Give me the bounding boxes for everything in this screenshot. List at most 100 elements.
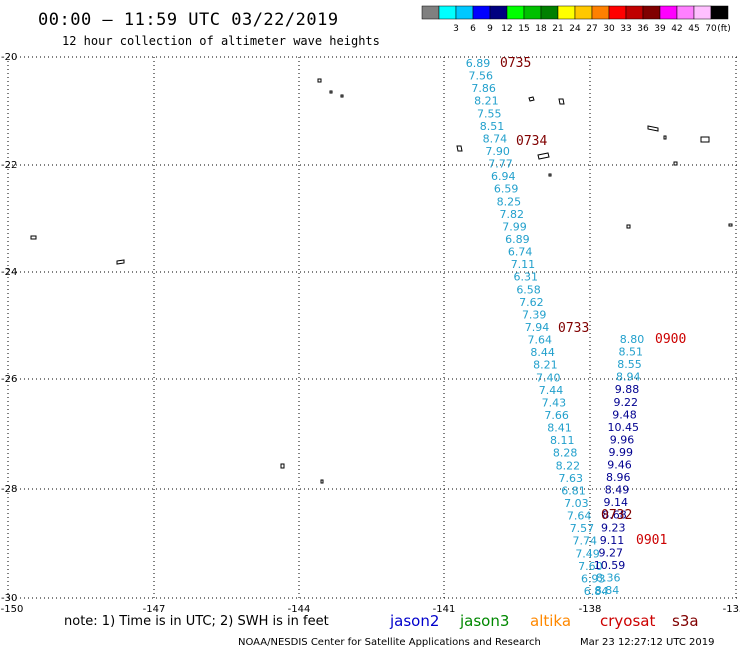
satellite-jason3: jason3 [459, 612, 509, 630]
latitude-label: -26 [1, 374, 17, 385]
map-title: 00:00 – 11:59 UTC 03/22/2019 [38, 10, 339, 30]
wave-height-value: 10.45 [608, 421, 640, 434]
legend-swatch [506, 5, 525, 20]
island [673, 161, 678, 166]
island [340, 94, 344, 98]
island [280, 463, 285, 469]
legend-swatch [472, 5, 491, 20]
wave-height-value: 6.59 [494, 183, 519, 196]
longitude-label: -144 [288, 604, 311, 615]
latitude-labels: -20 -22 -24 -26 -28 -30 [1, 52, 17, 604]
wave-height-value: 7.43 [542, 396, 567, 409]
wave-height-value: 7.39 [522, 308, 547, 321]
wave-height-value: 7.99 [502, 220, 527, 233]
latitude-label: -30 [1, 593, 17, 604]
wave-height-value: 6.89 [505, 233, 530, 246]
pass-time-0735: 0735 [500, 56, 531, 71]
wave-height-value: 9.23 [601, 521, 626, 534]
altimeter-track-west: 6.897.567.868.217.558.518.747.907.776.94… [466, 57, 609, 598]
legend-swatch [710, 5, 729, 20]
pass-time-0900: 0900 [655, 332, 686, 347]
latitude-label: -20 [1, 52, 17, 63]
wave-height-value: 6.93 [581, 572, 606, 585]
legend-value: 18 [535, 24, 547, 34]
wave-height-value: 8.51 [619, 346, 644, 359]
wave-height-value: 7.66 [544, 409, 569, 422]
island [558, 98, 565, 105]
legend-swatch [642, 5, 661, 20]
longitude-label: -150 [1, 604, 24, 615]
wave-height-value: 8.21 [533, 359, 558, 372]
island [30, 235, 37, 240]
island [317, 78, 322, 83]
wave-height-value: 6.89 [466, 57, 491, 70]
legend-value: 30 [603, 24, 615, 34]
wave-height-value: 9.99 [609, 446, 634, 459]
map-subtitle: 12 hour collection of altimeter wave hei… [62, 34, 380, 48]
wave-height-value: 7.82 [499, 208, 524, 221]
pass-time-0733: 0733 [558, 321, 589, 336]
lat-lon-grid [7, 56, 740, 600]
legend-swatch [523, 5, 542, 20]
wave-height-value: 9.14 [604, 496, 629, 509]
satellite-jason2: jason2 [389, 612, 439, 630]
island [456, 145, 463, 152]
satellite-legend: jason2 jason3 altika cryosat s3a [389, 612, 699, 630]
wave-height-value: 6.94 [491, 170, 516, 183]
latitude-label: -22 [1, 160, 17, 171]
wave-height-value: 8.74 [483, 132, 508, 145]
wave-height-value: 7.64 [528, 334, 553, 347]
legend-value: 9 [487, 24, 493, 34]
wave-height-value: 9.11 [600, 534, 625, 547]
legend-swatch [693, 5, 712, 20]
legend-value: 12 [501, 24, 512, 34]
wave-height-value: 8.36 [596, 571, 621, 584]
wave-height-value: 7.63 [558, 472, 583, 485]
wave-height-value: 8.49 [605, 484, 630, 497]
legend-swatch [574, 5, 593, 20]
wave-height-value: 7.60 [578, 560, 603, 573]
satellite-s3a: s3a [672, 612, 699, 630]
wave-height-value: 6.74 [508, 246, 533, 259]
island [537, 152, 550, 160]
wave-height-value: 8.51 [480, 120, 505, 133]
wave-height-value: 7.57 [570, 522, 595, 535]
wave-height-value: 8.80 [620, 333, 645, 346]
wave-height-value: 7.55 [477, 107, 502, 120]
legend-value: 39 [654, 24, 666, 34]
generation-timestamp: Mar 23 12:27:12 UTC 2019 [580, 637, 715, 648]
satellite-cryosat: cryosat [600, 612, 655, 630]
legend-value: 42 [671, 24, 682, 34]
legend-swatch [489, 5, 508, 20]
wave-height-value: 9.27 [599, 546, 624, 559]
wave-height-value: 8.84 [595, 584, 620, 597]
wave-height-value: 8.22 [556, 459, 581, 472]
wave-height-value: 7.94 [525, 321, 550, 334]
wave-height-value: 8.68 [602, 509, 627, 522]
wave-height-value: 8.44 [530, 346, 555, 359]
legend-swatch [608, 5, 627, 20]
legend-value: 24 [569, 24, 581, 34]
longitude-label: -141 [433, 604, 456, 615]
longitude-labels: -150 -147 -144 -141 -138 -135 [1, 604, 740, 615]
wave-height-value: 8.11 [550, 434, 575, 447]
island [647, 125, 659, 132]
legend-swatch [455, 5, 474, 20]
legend-swatch [659, 5, 678, 20]
wave-height-value: 7.40 [536, 371, 561, 384]
wave-height-value: 10.59 [594, 559, 626, 572]
island [320, 479, 324, 484]
island [626, 224, 631, 229]
island [548, 173, 552, 177]
legend-value: 6 [470, 24, 476, 34]
wave-height-value: 9.88 [615, 383, 640, 396]
wave-height-value: 8.28 [553, 447, 578, 460]
legend-value: 33 [620, 24, 631, 34]
longitude-label: -147 [143, 604, 166, 615]
wave-height-value: 6.84 [584, 585, 609, 598]
legend-value: 21 [552, 24, 563, 34]
wave-height-value: 8.96 [606, 471, 631, 484]
legend-value: 36 [637, 24, 649, 34]
wave-height-value: 8.21 [474, 95, 499, 108]
wave-height-value: 7.49 [575, 547, 600, 560]
